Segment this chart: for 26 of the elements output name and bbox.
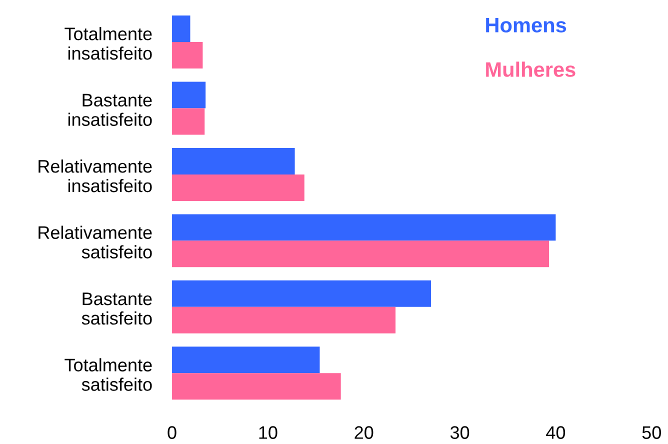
bar xyxy=(172,108,205,135)
bar xyxy=(172,346,320,374)
bar xyxy=(172,82,206,108)
bar xyxy=(172,42,203,68)
text: Homens xyxy=(486,18,566,33)
x-tick-label: 40 xyxy=(546,426,566,439)
bar xyxy=(172,174,304,201)
bar xyxy=(172,148,295,174)
x-tick-label: 30 xyxy=(450,426,470,439)
y-tick-label: Bastante satisfeito xyxy=(82,292,152,325)
x-tick-label: 10 xyxy=(259,426,278,439)
x-tick-label: 50 xyxy=(642,426,661,439)
bar xyxy=(172,280,432,307)
bar xyxy=(172,16,190,42)
bar xyxy=(172,306,396,334)
y-tick-label: Relativamente satisfeito xyxy=(38,226,152,258)
x-tick-label: 20 xyxy=(354,426,374,439)
y-tick-label: Bastante insatisfeito xyxy=(68,94,152,126)
x-tick-label: 0 xyxy=(168,426,176,439)
y-tick-label: Totalmente insatisfeito xyxy=(64,27,152,60)
bar xyxy=(172,373,341,400)
bar xyxy=(172,214,556,241)
text: Mulheres xyxy=(486,62,576,77)
bar xyxy=(172,240,549,268)
y-tick-label: Totalmente satisfeito xyxy=(64,358,152,391)
y-tick-label: Relativamente insatisfeito xyxy=(38,159,152,192)
